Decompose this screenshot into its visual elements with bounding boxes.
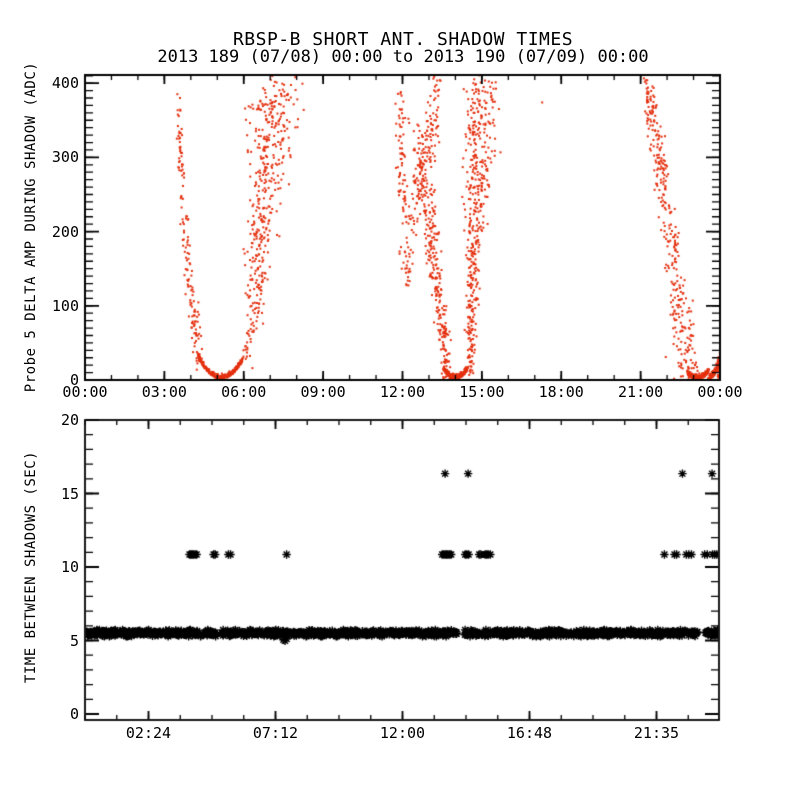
y-tick-label: 0 <box>69 705 79 723</box>
x-tick-label: 06:00 <box>221 383 267 401</box>
y-tick-label: 20 <box>60 411 79 429</box>
x-tick-label: 21:35 <box>633 724 680 742</box>
y-tick-label: 200 <box>51 222 79 241</box>
chart-subtitle: 2013 189 (07/08) 00:00 to 2013 190 (07/0… <box>157 47 649 67</box>
y-tick-label: 0 <box>69 371 79 389</box>
x-tick-label: 12:00 <box>379 383 426 401</box>
x-tick-label: 03:00 <box>141 383 187 401</box>
x-tick-label: 21:00 <box>618 383 664 401</box>
x-tick-label: 15:00 <box>459 383 505 401</box>
x-tick-label: 07:12 <box>252 724 299 742</box>
y-tick-label: 300 <box>51 148 79 167</box>
x-tick-label: 09:00 <box>300 383 346 401</box>
x-tick-label: 00:00 <box>62 383 108 401</box>
y-tick-label: 15 <box>60 484 79 503</box>
x-tick-label: 02:24 <box>125 724 172 742</box>
x-tick-label: 00:00 <box>697 383 743 401</box>
y-tick-label: 400 <box>51 74 79 93</box>
y-tick-label: 100 <box>51 296 79 315</box>
x-tick-label: 12:00 <box>379 724 426 742</box>
x-tick-label: 18:00 <box>538 383 584 401</box>
x-tick-label: 16:48 <box>506 724 553 742</box>
y-tick-label: 10 <box>60 558 79 576</box>
y-tick-label: 5 <box>69 631 79 650</box>
chart-title: RBSP-B SHORT ANT. SHADOW TIMES <box>232 29 574 50</box>
